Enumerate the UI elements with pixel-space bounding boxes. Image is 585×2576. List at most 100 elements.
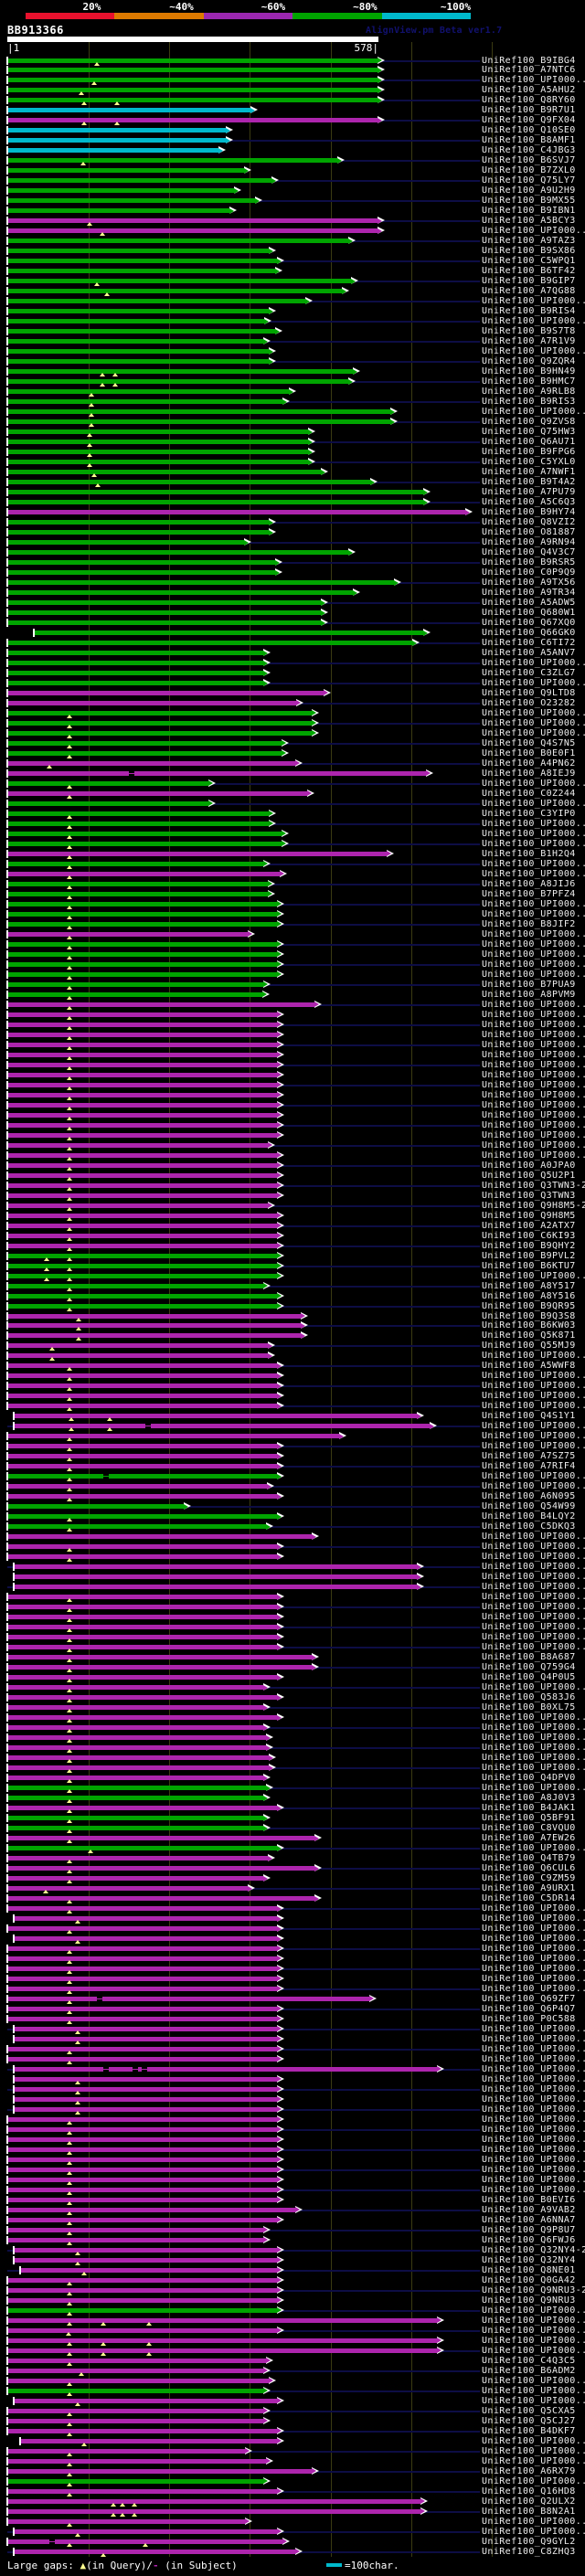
hit-bar[interactable] [7,1203,268,1208]
hit-label[interactable]: UniRef100_UPI000.. [482,1682,585,1693]
hit-label[interactable]: UniRef100_UPI000.. [482,928,585,939]
hit-bar[interactable] [7,1685,263,1691]
hit-label[interactable]: UniRef100_Q9NRU3-2 [482,2284,585,2295]
hit-label[interactable]: UniRef100_Q5CJ27 [482,2415,576,2426]
hit-label[interactable]: UniRef100_C0P9Q9 [482,567,576,578]
hit-label[interactable]: UniRef100_UPI000.. [482,1542,585,1553]
hit-label[interactable]: UniRef100_UPI000.. [482,346,585,357]
hit-label[interactable]: UniRef100_A7R1V9 [482,336,576,347]
hit-label[interactable]: UniRef100_Q5CXA5 [482,2405,576,2416]
hit-bar[interactable] [7,108,250,113]
hit-bar[interactable] [7,1735,266,1741]
hit-label[interactable]: UniRef100_UPI000.. [482,1562,585,1573]
hit-bar[interactable] [14,2398,278,2403]
hit-label[interactable]: UniRef100_B6ADM2 [482,2365,576,2376]
hit-label[interactable]: UniRef100_UPI000.. [482,2033,585,2044]
hit-bar[interactable] [7,78,378,83]
hit-label[interactable]: UniRef100_B7ZXL0 [482,165,576,176]
hit-bar[interactable] [7,1383,277,1389]
hit-bar[interactable] [7,1806,277,1811]
hit-label[interactable]: UniRef100_Q9P8U7 [482,2224,576,2235]
hit-bar[interactable] [7,540,244,546]
hit-label[interactable]: UniRef100_A5ADW5 [482,598,576,609]
hit-label[interactable]: UniRef100_UPI000.. [482,1612,585,1623]
hit-bar[interactable] [7,1986,277,1991]
hit-label[interactable]: UniRef100_A7EW26 [482,1833,576,1844]
hit-bar[interactable] [7,228,378,234]
hit-label[interactable]: UniRef100_UPI000.. [482,2083,585,2094]
hit-bar[interactable] [7,941,277,947]
hit-bar[interactable] [14,2528,277,2534]
hit-bar[interactable] [14,1414,417,1419]
hit-bar[interactable] [7,1293,277,1299]
hit-label[interactable]: UniRef100_A6N095 [482,1491,576,1502]
hit-bar[interactable] [7,1544,277,1550]
hit-bar[interactable] [7,851,388,856]
hit-label[interactable]: UniRef100_O81887 [482,527,576,538]
hit-bar[interactable] [7,2227,263,2232]
hit-label[interactable]: UniRef100_A9TX56 [482,578,576,588]
hit-label[interactable]: UniRef100_UPI000.. [482,1924,585,1934]
hit-bar[interactable] [7,2006,277,2011]
hit-label[interactable]: UniRef100_B9RSR5 [482,557,576,568]
hit-label[interactable]: UniRef100_UPI000.. [482,1129,585,1140]
hit-label[interactable]: UniRef100_A7RIF4 [482,1461,576,1472]
hit-label[interactable]: UniRef100_UPI000.. [482,2094,585,2104]
hit-bar[interactable] [7,881,268,886]
hit-bar[interactable] [7,1816,263,1821]
hit-bar[interactable] [7,1193,277,1198]
hit-label[interactable]: UniRef100_B9HN49 [482,366,576,377]
hit-label[interactable]: UniRef100_Q9LTD8 [482,687,576,698]
hit-bar[interactable] [7,98,378,103]
hit-bar[interactable] [7,530,269,535]
hit-bar[interactable] [7,740,282,746]
hit-bar[interactable] [7,2297,277,2303]
hit-label[interactable]: UniRef100_UPI000.. [482,1943,585,1954]
hit-label[interactable]: UniRef100_C4JBG3 [482,145,576,156]
hit-bar[interactable] [7,2167,277,2172]
hit-bar[interactable] [7,218,378,224]
hit-label[interactable]: UniRef100_UPI000.. [482,2325,585,2336]
hit-label[interactable]: UniRef100_Q8VZI2 [482,517,576,528]
hit-bar[interactable] [7,2327,277,2333]
hit-bar[interactable] [7,470,321,475]
hit-bar[interactable] [7,1343,268,1349]
hit-label[interactable]: UniRef100_UPI000.. [482,2174,585,2185]
hit-label[interactable]: UniRef100_C9ZM59 [482,1873,576,1884]
hit-bar[interactable] [7,68,378,73]
hit-bar[interactable] [7,1042,277,1047]
hit-bar[interactable] [7,399,282,405]
hit-bar[interactable] [7,1102,277,1108]
hit-bar[interactable] [7,329,275,334]
hit-bar[interactable] [14,1936,277,1941]
hit-label[interactable]: UniRef100_Q75LY7 [482,175,576,186]
hit-label[interactable]: UniRef100_B9IBN1 [482,206,576,217]
hit-bar[interactable] [7,500,423,505]
hit-bar[interactable] [7,460,308,465]
hit-label[interactable]: UniRef100_Q9H8M5 [482,1210,576,1221]
hit-bar[interactable] [7,1444,277,1449]
hit-bar[interactable] [7,1002,314,1007]
hit-bar[interactable] [7,1836,314,1841]
hit-label[interactable]: UniRef100_Q10SE0 [482,125,576,136]
hit-label[interactable]: UniRef100_Q4V3C7 [482,547,576,558]
hit-bar[interactable] [7,600,321,606]
hit-bar[interactable] [7,2207,295,2212]
hit-label[interactable]: UniRef100_UPI000.. [482,1029,585,1040]
hit-label[interactable]: UniRef100_UPI000.. [482,1622,585,1633]
hit-label[interactable]: UniRef100_UPI000.. [482,717,585,728]
hit-bar[interactable] [7,730,312,736]
hit-label[interactable]: UniRef100_A8IEJ9 [482,768,576,779]
hit-bar[interactable] [7,911,278,917]
hit-label[interactable]: UniRef100_Q4P0U5 [482,1672,576,1683]
hit-bar[interactable] [7,389,289,395]
hit-bar[interactable] [7,128,227,133]
hit-bar[interactable] [20,2438,277,2443]
hit-label[interactable]: UniRef100_C4Q3C5 [482,2355,576,2366]
hit-label[interactable]: UniRef100_UPI000.. [482,2445,585,2456]
hit-label[interactable]: UniRef100_B9T4A2 [482,477,576,488]
hit-bar[interactable] [7,188,234,194]
hit-bar[interactable] [7,1223,277,1228]
hit-bar[interactable] [7,118,378,123]
hit-label[interactable]: UniRef100_UPI000.. [482,1401,585,1412]
